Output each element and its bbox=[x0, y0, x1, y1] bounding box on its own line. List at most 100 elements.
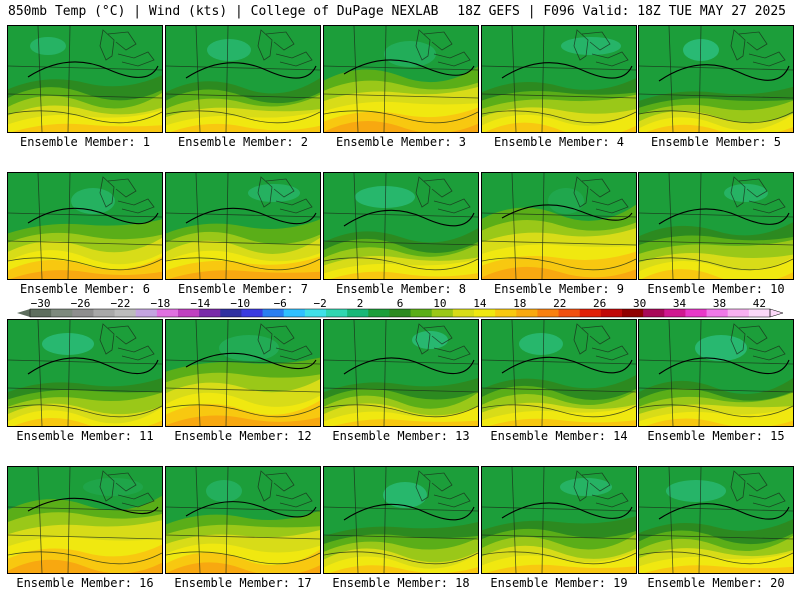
isotherm-contour bbox=[343, 357, 475, 375]
map-boundary-line bbox=[748, 492, 786, 508]
colorbar-segment bbox=[114, 309, 137, 317]
cool-anomaly bbox=[666, 480, 726, 502]
isotherm-contour bbox=[343, 209, 475, 227]
map-boundary-line bbox=[8, 110, 162, 124]
map-boundary-line bbox=[67, 173, 71, 279]
temperature-band bbox=[8, 123, 162, 132]
colorbar-segment bbox=[685, 309, 708, 317]
map-boundary-line bbox=[324, 359, 478, 365]
colorbar-tick-label: −14 bbox=[190, 298, 210, 310]
map-boundary-line bbox=[117, 198, 155, 214]
ensemble-panel-11 bbox=[7, 319, 163, 427]
map-boundary-line bbox=[225, 173, 229, 279]
ensemble-panel-2 bbox=[165, 25, 321, 133]
ensemble-member-label: Ensemble Member: 9 bbox=[493, 282, 625, 296]
map-boundary-line bbox=[166, 212, 320, 218]
temperature-band bbox=[166, 123, 320, 132]
ensemble-member-label: Ensemble Member: 5 bbox=[650, 135, 782, 149]
cool-anomaly bbox=[561, 37, 621, 55]
ensemble-member-label: Ensemble Member: 2 bbox=[177, 135, 309, 149]
isotherm-contour bbox=[501, 356, 633, 374]
map-boundary-line bbox=[573, 176, 589, 208]
ensemble-member-label: Ensemble Member: 4 bbox=[493, 135, 625, 149]
map-boundary-line bbox=[265, 325, 295, 345]
map-boundary-line bbox=[324, 506, 478, 512]
colorbar-segment bbox=[156, 309, 179, 317]
temperature-map bbox=[166, 26, 320, 132]
colorbar-tick-label: 14 bbox=[473, 298, 487, 310]
map-boundary-line bbox=[591, 51, 629, 67]
map-boundary-line bbox=[639, 240, 793, 246]
colorbar-segment bbox=[452, 309, 475, 317]
map-boundary-line bbox=[730, 176, 746, 208]
map-boundary-line bbox=[324, 551, 478, 565]
temperature-map bbox=[324, 467, 478, 573]
colorbar-segment bbox=[537, 309, 560, 317]
temperature-band bbox=[166, 415, 320, 426]
colorbar-segment bbox=[262, 309, 285, 317]
cool-anomaly bbox=[695, 335, 747, 361]
map-boundary-line bbox=[639, 257, 793, 271]
cool-anomaly bbox=[42, 333, 94, 355]
map-boundary-line bbox=[166, 110, 320, 124]
cool-anomaly bbox=[560, 478, 612, 496]
temperature-band bbox=[324, 121, 478, 132]
cool-anomaly bbox=[248, 184, 300, 202]
map-boundary-line bbox=[195, 173, 201, 279]
map-boundary-line bbox=[581, 472, 611, 492]
map-boundary-line bbox=[324, 240, 478, 246]
temperature-map bbox=[639, 26, 793, 132]
ensemble-panel-18 bbox=[323, 466, 479, 574]
map-boundary-line bbox=[511, 173, 517, 279]
map-boundary-line bbox=[324, 534, 478, 540]
map-boundary-line bbox=[482, 212, 636, 218]
temperature-band bbox=[324, 565, 478, 573]
isotherm-contour bbox=[658, 357, 790, 375]
colorbar-segment bbox=[579, 309, 602, 317]
map-boundary-line bbox=[738, 31, 768, 51]
map-boundary-line bbox=[99, 176, 115, 208]
map-boundary-line bbox=[541, 320, 545, 426]
map-boundary-line bbox=[639, 387, 793, 393]
colorbar-arrow-left bbox=[17, 309, 30, 317]
map-boundary-line bbox=[738, 325, 768, 345]
map-boundary-line bbox=[433, 492, 471, 508]
map-boundary-line bbox=[482, 551, 636, 565]
ensemble-panel-1 bbox=[7, 25, 163, 133]
colorbar-segment bbox=[72, 309, 94, 317]
colorbar-segment bbox=[600, 309, 623, 317]
map-boundary-line bbox=[433, 345, 471, 361]
colorbar-tick-label: −6 bbox=[274, 298, 287, 310]
colorbar-tick-label: 10 bbox=[433, 298, 446, 310]
map-boundary-line bbox=[166, 506, 320, 512]
map-boundary-line bbox=[639, 534, 793, 540]
map-boundary-line bbox=[225, 467, 229, 573]
map-boundary-line bbox=[99, 29, 115, 61]
temperature-map bbox=[8, 320, 162, 426]
cool-anomaly bbox=[355, 186, 415, 208]
cool-anomaly bbox=[71, 188, 115, 214]
ensemble-panel-12 bbox=[165, 319, 321, 427]
map-boundary-line bbox=[166, 93, 320, 99]
map-boundary-line bbox=[639, 93, 793, 99]
map-boundary-line bbox=[117, 345, 155, 361]
temperature-map bbox=[482, 173, 636, 279]
ensemble-member-label: Ensemble Member: 12 bbox=[174, 429, 312, 443]
map-boundary-line bbox=[67, 26, 71, 132]
ensemble-member-label: Ensemble Member: 18 bbox=[332, 576, 470, 590]
colorbar-segment bbox=[431, 309, 454, 317]
ensemble-member-label: Ensemble Member: 7 bbox=[177, 282, 309, 296]
map-boundary-line bbox=[591, 345, 629, 361]
map-boundary-line bbox=[166, 387, 320, 393]
temperature-band bbox=[166, 562, 320, 573]
temperature-map bbox=[324, 173, 478, 279]
map-boundary-line bbox=[195, 467, 201, 573]
temperature-band bbox=[639, 269, 793, 279]
map-boundary-line bbox=[482, 534, 636, 540]
map-boundary-line bbox=[415, 29, 431, 61]
map-boundary-line bbox=[730, 29, 746, 61]
colorbar-tick-label: 30 bbox=[633, 298, 646, 310]
colorbar-segment bbox=[643, 309, 665, 317]
map-boundary-line bbox=[225, 320, 229, 426]
map-boundary-line bbox=[8, 404, 162, 418]
